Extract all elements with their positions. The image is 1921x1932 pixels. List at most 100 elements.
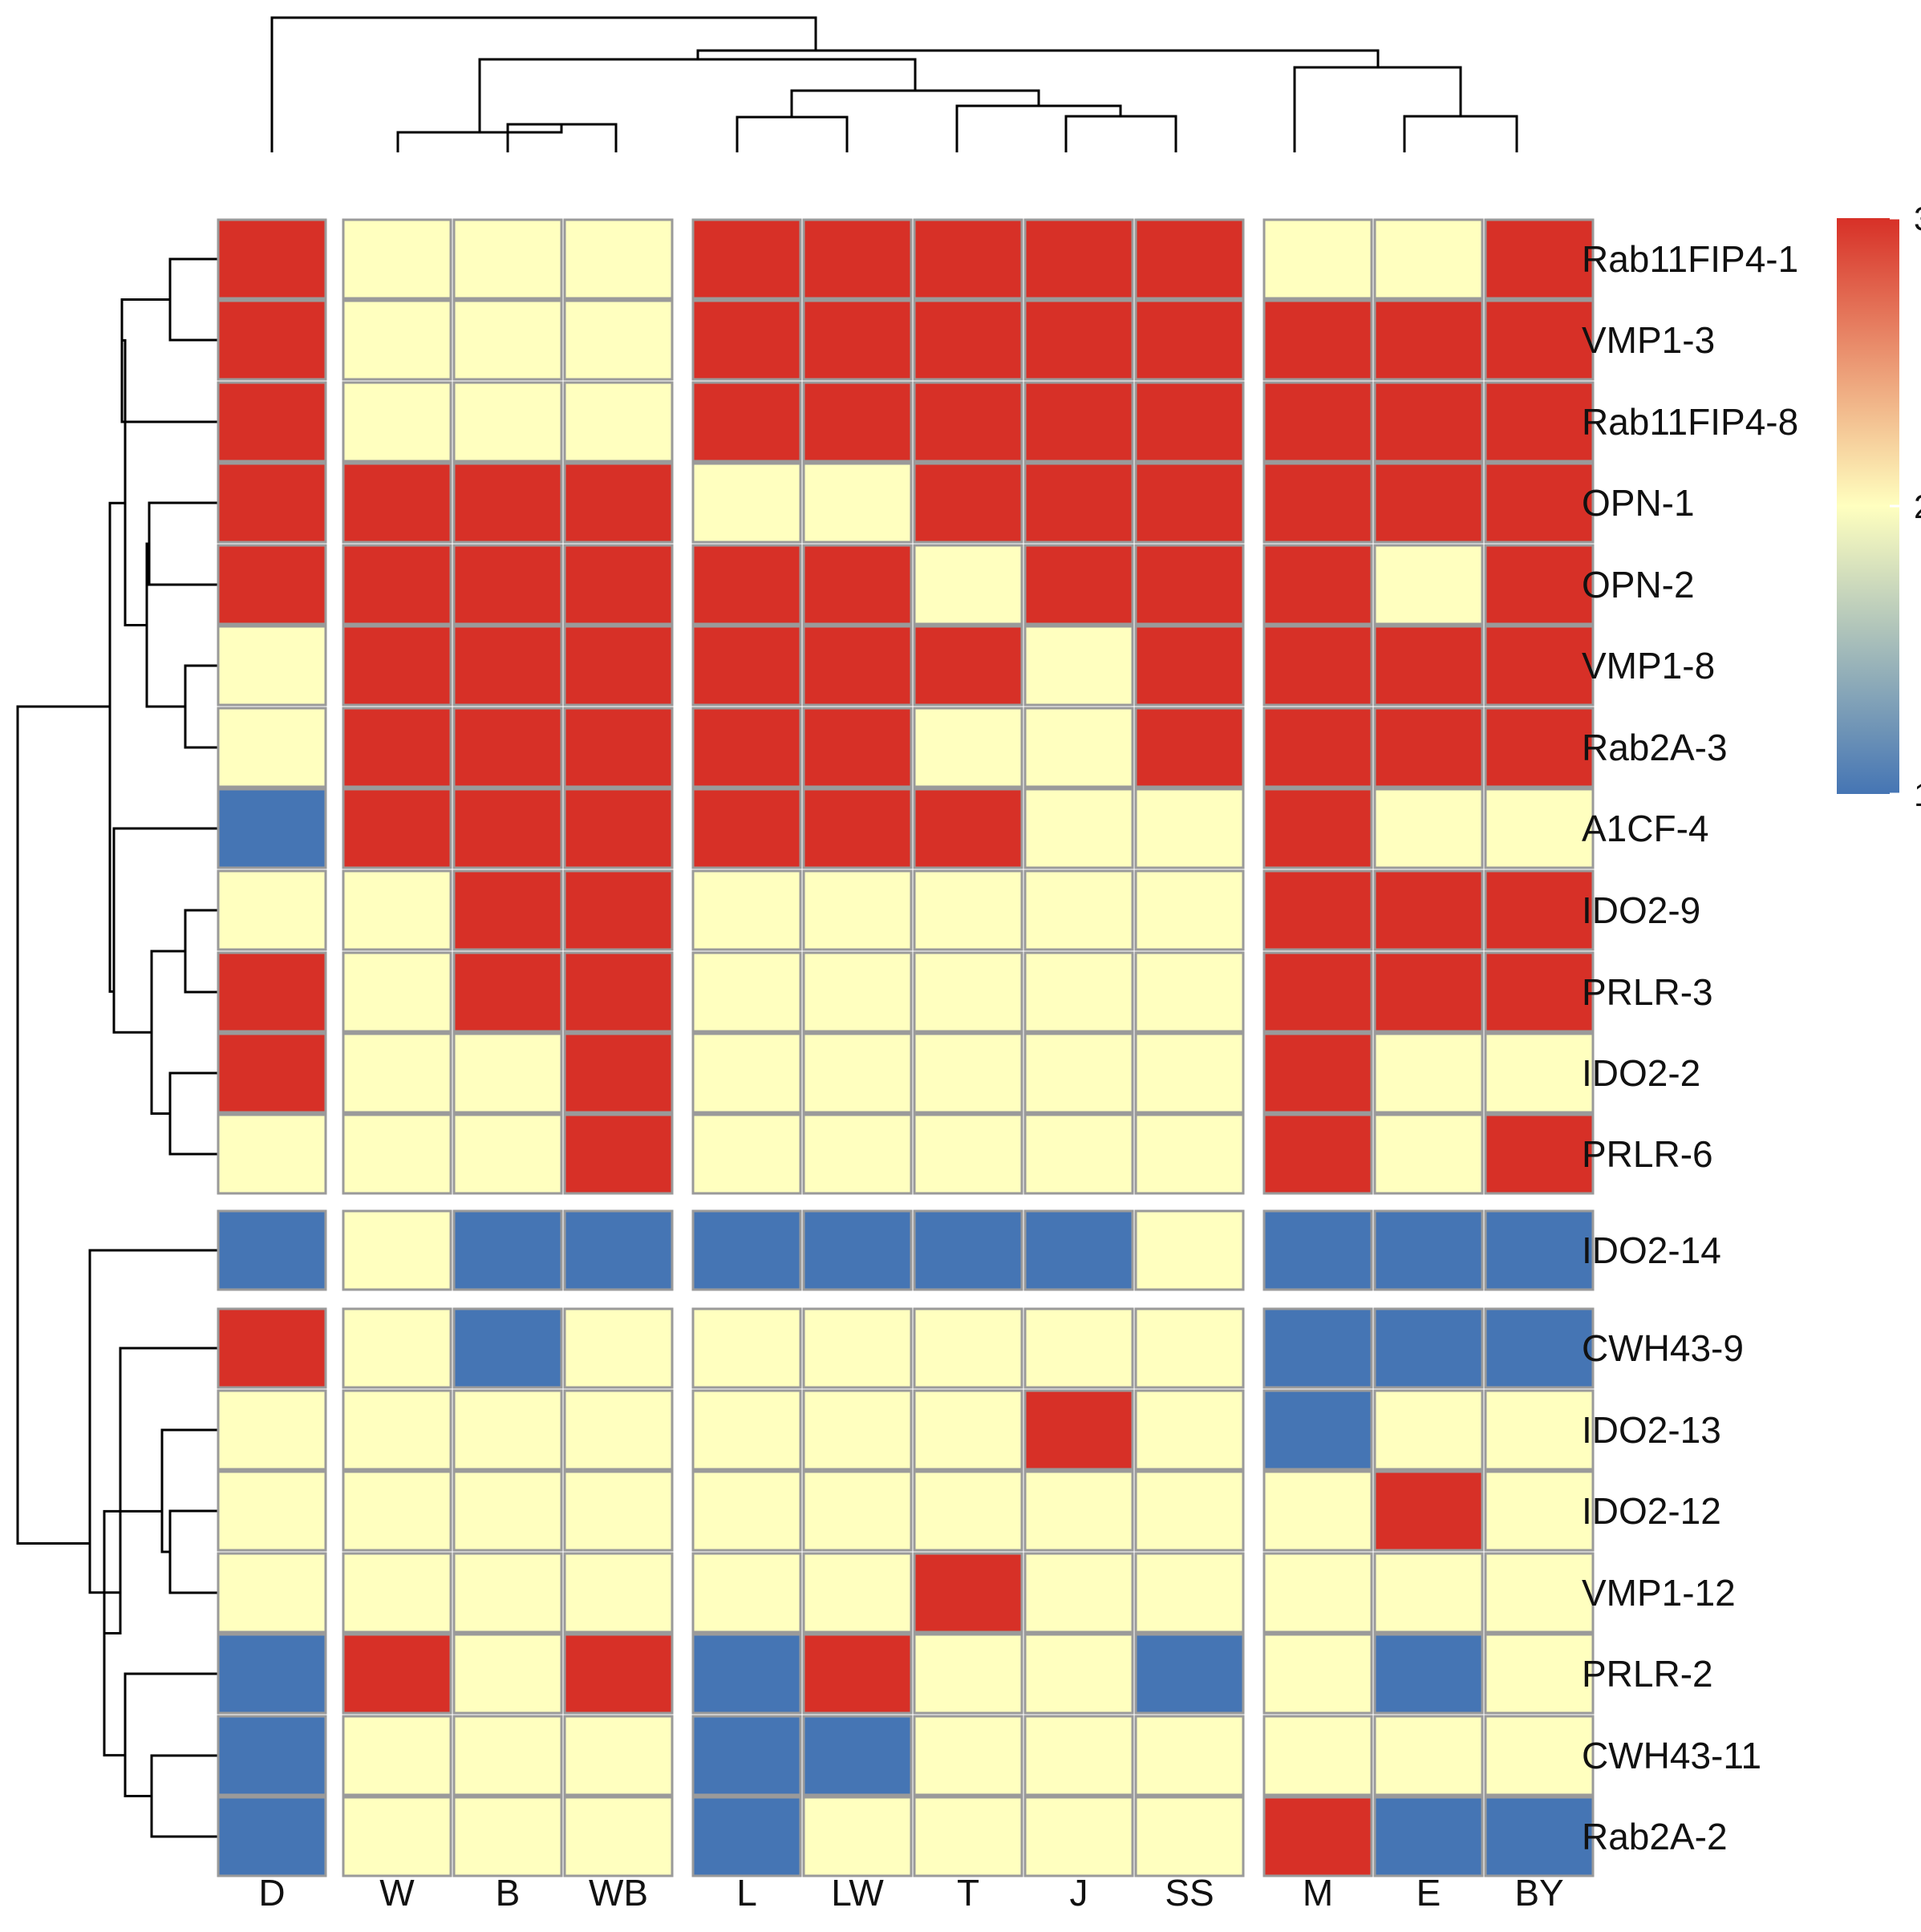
heatmap-cell-ido2-14-by [1484,1209,1595,1291]
heatmap-cell-rab2a-3-ss [1134,707,1245,788]
heatmap-cell-ido2-9-e [1373,869,1484,951]
heatmap-cell-rab11fip4-8-wb [563,381,674,463]
row-dendrogram-link [168,1071,218,1156]
heatmap-cell-a1cf-4-j [1023,788,1134,869]
row-label-rab11fip4-8: Rab11FIP4-8 [1582,401,1798,443]
heatmap-cell-cwh43-9-m [1262,1307,1373,1389]
row-dendrogram-link [122,338,147,626]
heatmap-cell-a1cf-4-l [691,788,802,869]
heatmap-cell-ido2-13-l [691,1389,802,1471]
heatmap-cell-ido2-2-d [217,1032,327,1114]
row-dendrogram [16,257,218,1838]
heatmap-cell-rab2a-3-wb [563,707,674,788]
heatmap-cell-ido2-2-lw [802,1032,913,1114]
heatmap-cell-prlr-3-lw [802,951,913,1033]
heatmap-cells [217,218,1595,1877]
heatmap-cell-ido2-13-t [913,1389,1023,1471]
row-dendrogram-link [88,1249,218,1594]
heatmap-cell-vmp1-12-lw [802,1552,913,1634]
color-legend-tick-label: 1 [1914,776,1921,813]
heatmap-cell-cwh43-11-by [1484,1715,1595,1796]
heatmap-cell-cwh43-11-wb [563,1715,674,1796]
heatmap-cell-vmp1-3-w [342,299,452,381]
heatmap-cell-rab11fip4-1-l [691,218,802,300]
column-dendrogram-link [696,49,1380,67]
heatmap-cell-ido2-14-b [452,1209,563,1291]
heatmap-cell-cwh43-11-lw [802,1715,913,1796]
column-dendrogram-link [736,115,849,152]
heatmap-cell-vmp1-3-lw [802,299,913,381]
heatmap-cell-vmp1-3-m [1262,299,1373,381]
heatmap-cell-vmp1-8-ss [1134,625,1245,707]
heatmap-cell-prlr-6-w [342,1113,452,1195]
heatmap-cell-rab2a-3-l [691,707,802,788]
heatmap-cell-ido2-12-by [1484,1470,1595,1552]
heatmap-cell-vmp1-8-b [452,625,563,707]
heatmap-cell-prlr-3-wb [563,951,674,1033]
heatmap-cell-vmp1-3-l [691,299,802,381]
heatmap-cell-prlr-3-e [1373,951,1484,1033]
heatmap-cell-prlr-3-ss [1134,951,1245,1033]
heatmap-cell-opn-1-ss [1134,462,1245,544]
heatmap-cell-cwh43-9-d [217,1307,327,1389]
heatmap-cell-rab11fip4-8-t [913,381,1023,463]
column-label-e: E [1416,1872,1441,1914]
row-label-ido2-12: IDO2-12 [1582,1490,1721,1532]
column-dendrogram-link [270,16,817,152]
row-label-rab2a-3: Rab2A-3 [1582,727,1728,768]
heatmap-cell-opn-1-lw [802,462,913,544]
heatmap-cell-prlr-2-ss [1134,1633,1245,1715]
heatmap-cell-cwh43-9-wb [563,1307,674,1389]
column-label-wb: WB [589,1872,648,1914]
heatmap-cell-ido2-14-m [1262,1209,1373,1291]
heatmap-cell-cwh43-9-lw [802,1307,913,1389]
heatmap-cell-vmp1-3-e [1373,299,1484,381]
heatmap-cell-ido2-9-b [452,869,563,951]
heatmap-cell-rab2a-2-b [452,1796,563,1877]
heatmap-cell-opn-1-j [1023,462,1134,544]
heatmap-cell-vmp1-3-d [217,299,327,381]
color-legend-ticks: 1 2 3 [1890,200,1921,813]
heatmap-cell-ido2-14-wb [563,1209,674,1291]
heatmap-cell-vmp1-12-by [1484,1552,1595,1634]
heatmap-cell-vmp1-12-w [342,1552,452,1634]
heatmap-cell-rab11fip4-1-lw [802,218,913,300]
heatmap-cell-rab2a-2-lw [802,1796,913,1877]
column-label-b: B [496,1872,521,1914]
column-dendrogram-link [1403,115,1518,152]
heatmap-cell-rab2a-2-m [1262,1796,1373,1877]
heatmap-cell-rab11fip4-8-d [217,381,327,463]
heatmap-cell-rab11fip4-8-b [452,381,563,463]
row-label-opn-2: OPN-2 [1582,564,1695,606]
heatmap-cell-prlr-6-b [452,1113,563,1195]
heatmap-cell-prlr-3-m [1262,951,1373,1033]
row-label-cwh43-9: CWH43-9 [1582,1327,1744,1369]
heatmap-cell-cwh43-11-b [452,1715,563,1796]
heatmap-cell-prlr-3-b [452,951,563,1033]
heatmap-cell-a1cf-4-d [217,788,327,869]
heatmap-cell-rab2a-2-e [1373,1796,1484,1877]
heatmap-cell-ido2-13-d [217,1389,327,1471]
heatmap-cell-cwh43-11-t [913,1715,1023,1796]
heatmap-cell-ido2-13-by [1484,1389,1595,1471]
heatmap-cell-rab11fip4-8-j [1023,381,1134,463]
heatmap-cell-ido2-2-e [1373,1032,1484,1114]
heatmap-cell-a1cf-4-lw [802,788,913,869]
heatmap-cell-rab11fip4-1-m [1262,218,1373,300]
column-label-w: W [379,1872,415,1914]
heatmap-cell-rab11fip4-1-ss [1134,218,1245,300]
heatmap-cell-opn-2-by [1484,544,1595,626]
heatmap-cell-ido2-2-t [913,1032,1023,1114]
heatmap-cell-rab2a-2-by [1484,1796,1595,1877]
heatmap-cell-rab2a-3-lw [802,707,913,788]
row-label-ido2-13: IDO2-13 [1582,1409,1721,1451]
heatmap-cell-ido2-12-b [452,1470,563,1552]
heatmap-cell-rab11fip4-1-d [217,218,327,300]
heatmap-cell-opn-2-w [342,544,452,626]
heatmap-cell-prlr-3-by [1484,951,1595,1033]
heatmap-cell-vmp1-12-wb [563,1552,674,1634]
heatmap-cell-vmp1-8-by [1484,625,1595,707]
heatmap-cell-a1cf-4-w [342,788,452,869]
heatmap-cell-ido2-9-t [913,869,1023,951]
